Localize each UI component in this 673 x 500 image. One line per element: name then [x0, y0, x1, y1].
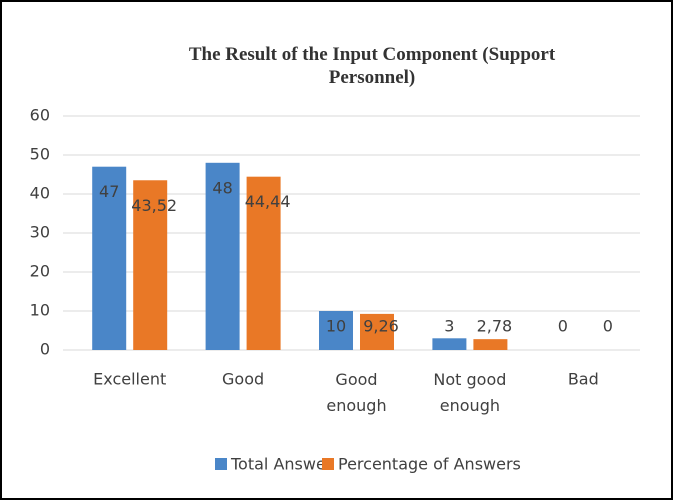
x-tick-line: Good [335, 370, 377, 389]
data-label: 2,78 [477, 317, 513, 336]
x-tick-label: Excellent [93, 370, 166, 389]
data-label: 9,26 [363, 317, 399, 336]
data-label: 48 [212, 178, 232, 197]
bar [133, 180, 168, 350]
data-label: 3 [444, 317, 454, 336]
bar [432, 338, 467, 350]
data-label: 47 [99, 182, 119, 201]
y-tick-label: 30 [30, 223, 50, 242]
y-tick-label: 0 [40, 340, 50, 359]
bar [319, 311, 353, 350]
legend-swatch [322, 458, 334, 470]
bar [92, 166, 127, 350]
y-tick-label: 10 [30, 301, 50, 320]
x-tick-label: Bad [568, 370, 599, 389]
y-tick-label: 40 [30, 184, 50, 203]
y-tick-label: 50 [30, 145, 50, 164]
x-tick-label: Good enough [326, 370, 386, 415]
x-tick-label: Not good enough [433, 370, 506, 415]
legend-label: Total Answer [230, 455, 333, 474]
x-tick-line: enough [440, 396, 500, 415]
bar [246, 176, 281, 350]
bar [205, 162, 240, 350]
data-label: 43,52 [131, 196, 177, 215]
legend-swatch [215, 458, 227, 470]
bar [360, 313, 394, 350]
data-label: 0 [558, 317, 568, 336]
x-tick-line: Not good [433, 370, 506, 389]
y-tick-label: 60 [30, 106, 50, 125]
data-label: 10 [326, 317, 346, 336]
bar [473, 339, 508, 350]
x-tick-line: enough [326, 396, 386, 415]
chart-title: The Result of the Input Component (Suppo… [189, 44, 556, 88]
title-line: The Result of the Input Component (Suppo… [189, 44, 556, 65]
data-label: 44,44 [245, 192, 291, 211]
x-tick-label: Good [222, 370, 264, 389]
title-line: Personnel) [329, 67, 416, 88]
data-label: 0 [603, 317, 613, 336]
y-tick-label: 20 [30, 262, 50, 281]
legend-label: Percentage of Answers [338, 455, 521, 474]
